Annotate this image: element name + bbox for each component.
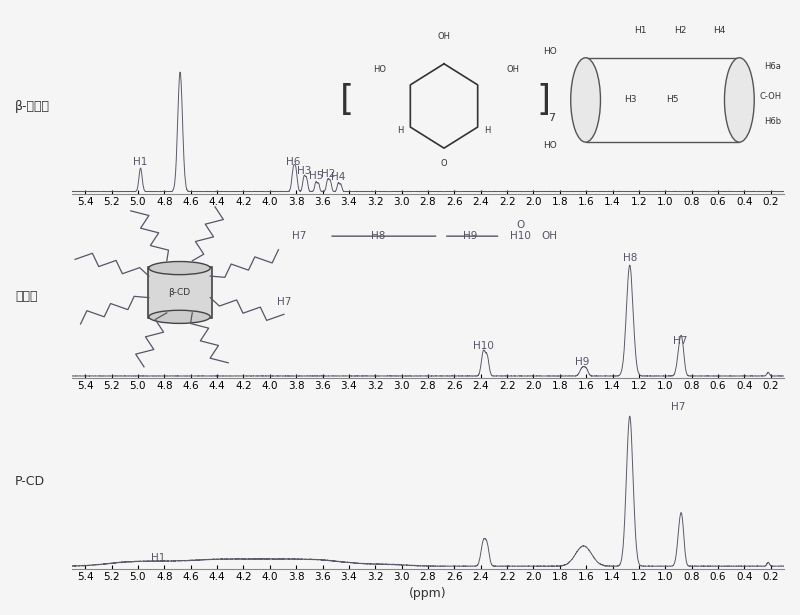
- Text: H3: H3: [297, 166, 311, 176]
- Text: H: H: [484, 125, 490, 135]
- Text: H5: H5: [309, 172, 323, 181]
- Text: H6: H6: [286, 157, 301, 167]
- Ellipse shape: [149, 261, 210, 275]
- Text: H7: H7: [671, 402, 686, 412]
- Text: H4: H4: [331, 172, 346, 182]
- Text: H7: H7: [291, 231, 306, 241]
- Text: H9: H9: [463, 231, 478, 241]
- Text: H1: H1: [634, 26, 646, 35]
- Ellipse shape: [725, 58, 754, 142]
- Text: ]: ]: [537, 83, 551, 117]
- Text: H10: H10: [473, 341, 494, 351]
- Text: [: [: [340, 83, 354, 117]
- Ellipse shape: [570, 58, 601, 142]
- Text: H8: H8: [622, 253, 637, 263]
- Text: H6a: H6a: [764, 62, 781, 71]
- Text: H8: H8: [370, 231, 385, 241]
- Text: H1: H1: [150, 552, 165, 563]
- Text: C-OH: C-OH: [759, 92, 782, 101]
- Text: H6b: H6b: [764, 116, 782, 125]
- Text: H2: H2: [321, 169, 335, 179]
- Text: OH: OH: [506, 65, 520, 74]
- Text: H4: H4: [714, 26, 726, 35]
- Text: H5: H5: [666, 95, 678, 105]
- Text: β-CD: β-CD: [169, 288, 190, 297]
- Text: O: O: [441, 159, 447, 168]
- Text: 波糖酸: 波糖酸: [15, 290, 38, 303]
- Bar: [586, 58, 739, 142]
- Text: H1: H1: [134, 157, 148, 167]
- Text: 7: 7: [548, 113, 555, 123]
- Text: H3: H3: [624, 95, 637, 105]
- Text: HO: HO: [543, 47, 557, 56]
- Text: H7: H7: [673, 336, 687, 346]
- Text: O: O: [516, 220, 525, 230]
- Text: β-环糊精: β-环糊精: [15, 100, 50, 113]
- Text: OH: OH: [438, 32, 450, 41]
- Text: H7: H7: [277, 297, 291, 307]
- FancyBboxPatch shape: [147, 267, 211, 318]
- X-axis label: (ppm): (ppm): [409, 587, 447, 600]
- Ellipse shape: [149, 311, 210, 323]
- Text: OH: OH: [542, 231, 558, 241]
- Text: H: H: [398, 125, 404, 135]
- Text: HO: HO: [373, 65, 386, 74]
- Text: HO: HO: [543, 141, 557, 149]
- Text: H10: H10: [510, 231, 530, 241]
- Text: H2: H2: [674, 26, 686, 35]
- Text: P-CD: P-CD: [15, 475, 45, 488]
- Text: H9: H9: [575, 357, 590, 367]
